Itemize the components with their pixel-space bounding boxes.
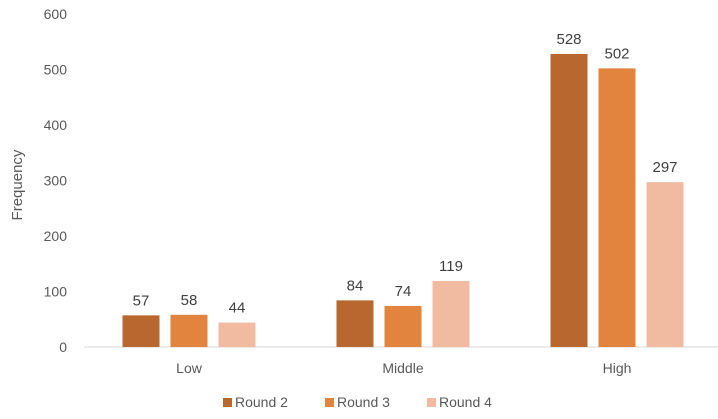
y-tick-label: 600 <box>44 6 68 22</box>
legend: Round 2 Round 3 Round 4 <box>223 394 492 410</box>
legend-swatch <box>223 398 232 407</box>
legend-label: Round 4 <box>439 394 492 410</box>
y-tick-label: 400 <box>44 117 68 133</box>
bar-round-4-middle <box>432 280 470 347</box>
data-label: 119 <box>439 258 463 275</box>
data-label: 528 <box>556 31 581 48</box>
y-tick-label: 300 <box>44 173 68 189</box>
data-label: 74 <box>395 283 412 300</box>
data-label: 57 <box>133 292 150 309</box>
legend-item-round-4: Round 4 <box>427 394 492 410</box>
y-axis-title-group: Frequency <box>9 149 26 220</box>
y-tick-label: 500 <box>44 62 68 78</box>
bar-round-3-high <box>598 68 636 347</box>
data-label: 297 <box>652 159 677 176</box>
bar-round-2-middle <box>336 300 374 347</box>
data-label: 502 <box>604 45 629 62</box>
x-axis-ticks: Low Middle High <box>176 360 631 376</box>
bar-round-3-middle <box>384 305 422 347</box>
y-tick-label: 100 <box>44 284 68 300</box>
legend-swatch <box>325 398 334 407</box>
data-label: 44 <box>229 300 246 317</box>
y-tick-label: 200 <box>44 228 68 244</box>
bar-round-2-high <box>550 53 588 348</box>
y-axis-title: Frequency <box>9 149 26 220</box>
x-tick-label-high: High <box>603 360 632 376</box>
bar-round-4-low <box>218 322 256 347</box>
bar-round-3-low <box>170 314 208 347</box>
data-label: 58 <box>181 292 198 309</box>
x-tick-label-middle: Middle <box>382 360 423 376</box>
data-label: 84 <box>347 277 364 294</box>
bars <box>122 53 684 348</box>
bar-round-4-high <box>646 182 684 347</box>
y-axis-ticks: 0 100 200 300 400 500 600 <box>44 6 68 355</box>
y-tick-label: 0 <box>59 339 67 355</box>
data-labels: 57 58 44 84 74 119 528 502 297 <box>133 31 678 317</box>
legend-label: Round 2 <box>235 394 288 410</box>
bar-round-2-low <box>122 315 160 347</box>
x-tick-label-low: Low <box>176 360 203 376</box>
legend-label: Round 3 <box>337 394 390 410</box>
legend-item-round-3: Round 3 <box>325 394 390 410</box>
legend-swatch <box>427 398 436 407</box>
legend-item-round-2: Round 2 <box>223 394 288 410</box>
